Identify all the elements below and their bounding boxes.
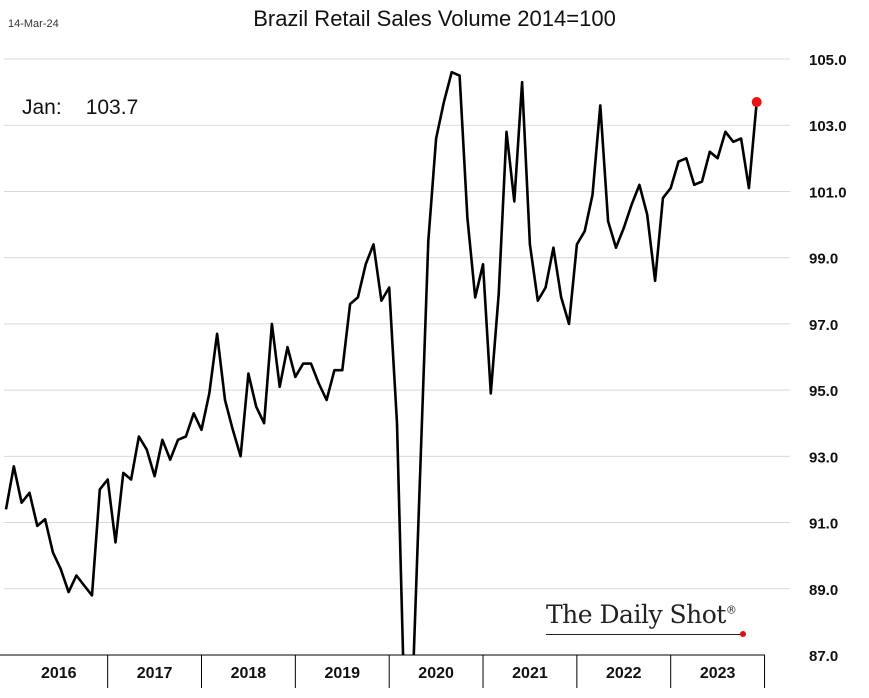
y-tick-label: 105.0 bbox=[809, 52, 847, 69]
gridlines bbox=[4, 58, 790, 590]
x-axis: 2016 2017 2018 2019 2020 2021 2022 2023 bbox=[0, 654, 766, 688]
y-tick-label: 97.0 bbox=[809, 317, 838, 334]
y-tick-label: 103.0 bbox=[809, 118, 847, 135]
series-layer bbox=[4, 70, 762, 655]
x-tick-label: 2020 bbox=[418, 665, 454, 682]
x-tick-label: 2017 bbox=[137, 665, 173, 682]
brand-underline bbox=[546, 634, 742, 635]
series-line bbox=[4, 70, 758, 655]
y-tick-label: 95.0 bbox=[809, 383, 838, 400]
y-tick-label: 93.0 bbox=[809, 449, 838, 466]
x-tick-label: 2023 bbox=[700, 665, 736, 682]
x-tick-label: 2021 bbox=[512, 665, 548, 682]
x-tick-label: 2018 bbox=[231, 665, 267, 682]
y-tick-label: 91.0 bbox=[809, 516, 838, 533]
brand-name: The Daily Shot bbox=[546, 600, 726, 629]
x-tick-label: 2022 bbox=[606, 665, 642, 682]
brand-registered-mark: ® bbox=[725, 603, 737, 617]
chart-title: Brazil Retail Sales Volume 2014=100 bbox=[253, 6, 616, 31]
latest-point-marker bbox=[751, 97, 762, 108]
date-stamp: 14-Mar-24 bbox=[8, 18, 59, 30]
y-axis-ticks: 87.0 89.0 91.0 93.0 95.0 97.0 99.0 101.0 103.0 10… bbox=[809, 52, 847, 665]
brand-logo: The Daily Shot® bbox=[546, 600, 737, 629]
y-tick-label: 101.0 bbox=[809, 184, 847, 201]
annotation-label: Jan: bbox=[22, 96, 62, 119]
x-tick-label: 2019 bbox=[324, 665, 360, 682]
y-tick-label: 89.0 bbox=[809, 582, 838, 599]
x-tick-label: 2016 bbox=[41, 665, 77, 682]
y-tick-label: 99.0 bbox=[809, 251, 838, 268]
annotation-value: 103.7 bbox=[85, 96, 139, 119]
y-tick-label: 87.0 bbox=[809, 648, 838, 665]
latest-value-annotation: Jan: 103.7 bbox=[22, 96, 138, 120]
brand-dot bbox=[740, 631, 746, 637]
